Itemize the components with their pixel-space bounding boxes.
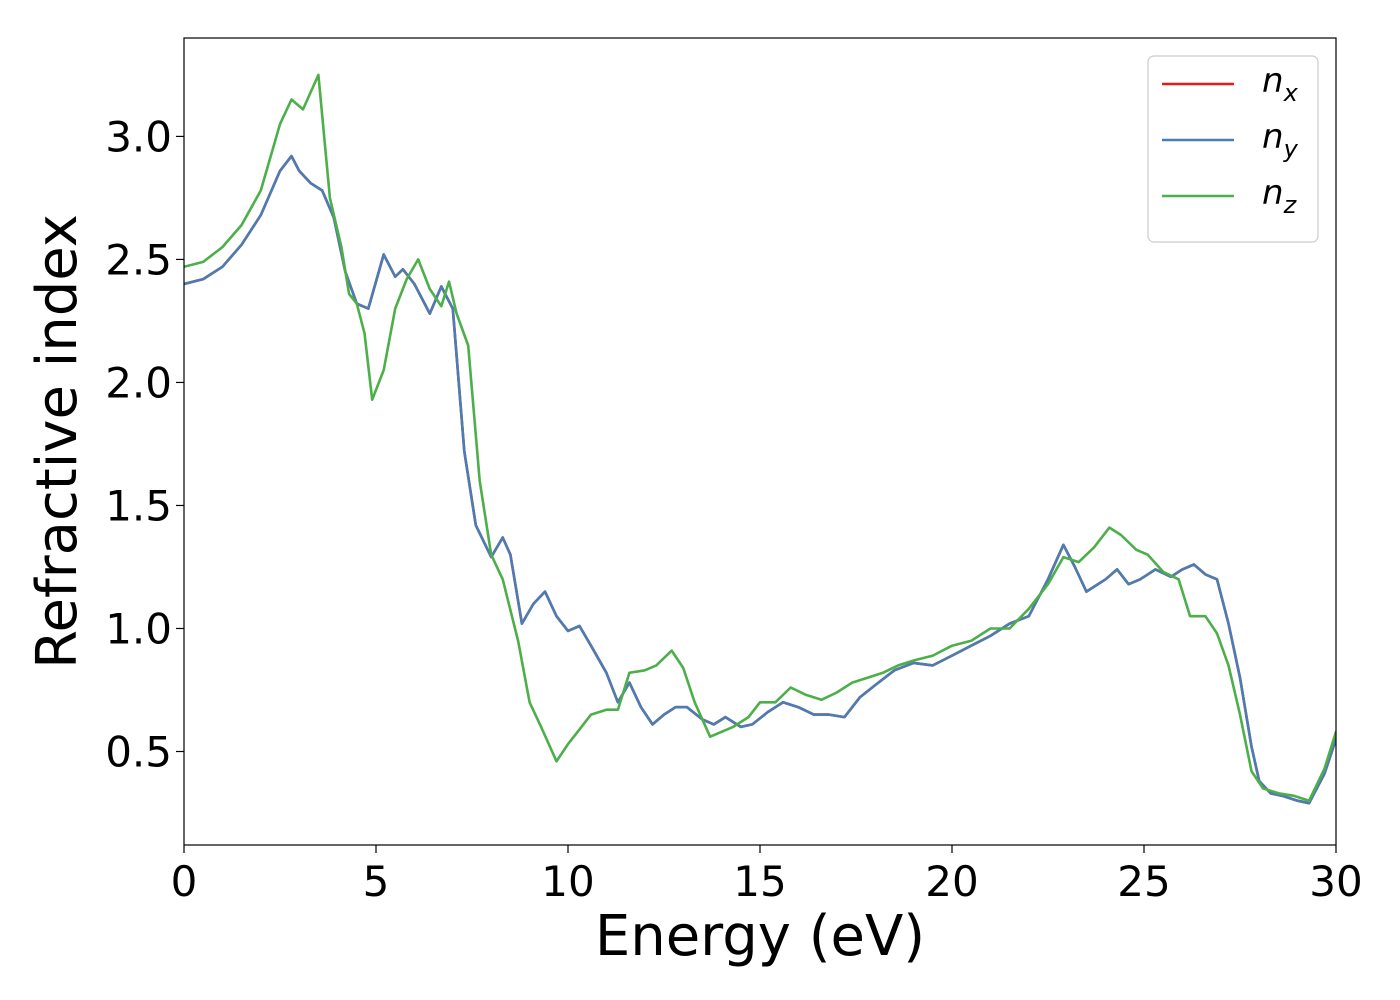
y-tick-label: 3.0	[105, 112, 172, 161]
x-tick-label: 10	[541, 857, 594, 906]
y-tick-label: 2.5	[105, 235, 172, 284]
x-tick-label: 5	[363, 857, 390, 906]
plot-lines	[184, 73, 1336, 805]
y-tick-label: 1.0	[105, 604, 172, 653]
y-axis-title: Refractive index	[25, 214, 90, 669]
x-axis-ticks: 0 5 10 15 20 25 30	[171, 845, 1363, 906]
x-tick-label: 25	[1117, 857, 1170, 906]
legend-label-x: nx	[1262, 61, 1299, 107]
y-tick-label: 1.5	[105, 481, 172, 530]
x-axis-title: Energy (eV)	[595, 904, 925, 969]
legend-label-y: ny	[1262, 117, 1299, 163]
x-tick-label: 0	[171, 857, 198, 906]
y-tick-label: 2.0	[105, 358, 172, 407]
y-tick-label: 0.5	[105, 728, 172, 777]
x-tick-label: 15	[733, 857, 786, 906]
legend-label-z: nz	[1262, 173, 1298, 219]
y-axis-ticks: 0.5 1.0 1.5 2.0 2.5 3.0	[105, 112, 184, 777]
legend: nx ny nz	[1147, 55, 1319, 243]
series-line-z	[184, 73, 1336, 803]
x-tick-label: 20	[925, 857, 978, 906]
x-tick-label: 30	[1309, 857, 1362, 906]
